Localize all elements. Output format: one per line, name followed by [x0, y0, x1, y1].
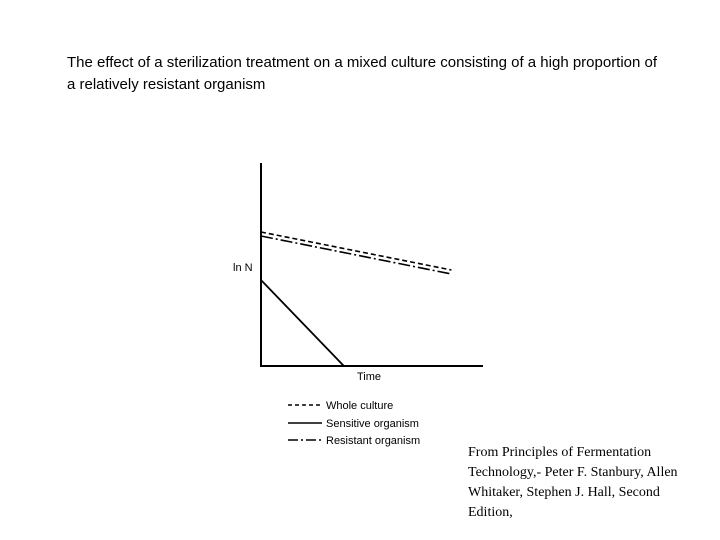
series-line-whole-culture	[260, 231, 452, 271]
series-line-sensitive-organism	[260, 279, 345, 367]
series-line-resistant-organism	[260, 235, 452, 275]
citation: From Principles of Fermentation Technolo…	[468, 445, 678, 520]
slide-title: The effect of a sterilization treatment …	[67, 54, 658, 93]
y-axis-label: ln N	[233, 262, 253, 274]
legend-label-whole-culture: Whole culture	[326, 400, 393, 412]
x-axis-label: Time	[357, 371, 381, 383]
legend-label-sensitive-organism: Sensitive organism	[326, 418, 419, 430]
legend: Whole culture Sensitive organism Resista…	[288, 400, 420, 447]
legend-label-resistant-organism: Resistant organism	[326, 435, 420, 447]
